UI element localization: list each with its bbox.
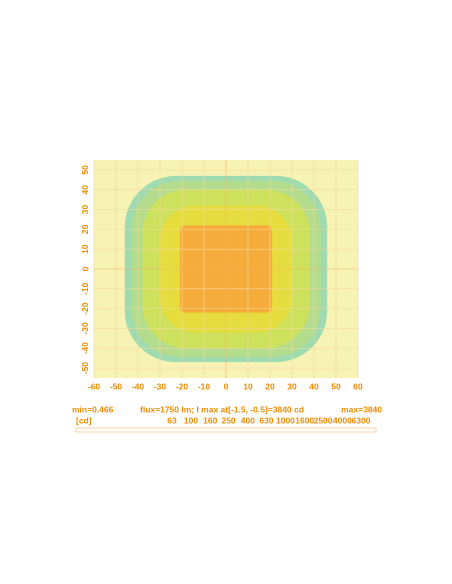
y-tick-label: -30 [80,322,90,335]
colorbar [75,427,377,433]
x-tick-label: -10 [198,381,211,391]
colorbar-tick-label: 400 [241,415,255,425]
unit-label: [cd] [76,415,92,425]
x-tick-label: -60 [88,381,101,391]
x-tick-label: -50 [110,381,123,391]
y-tick-label: -40 [80,342,90,355]
colorbar-tick-label: 2500 [314,415,333,425]
colorbar-tick-label: 1000 [276,415,295,425]
x-tick-label: 20 [265,381,275,391]
y-tick-label: -50 [80,362,90,375]
colorbar-tick-label: 250 [221,415,235,425]
y-tick-label: 50 [80,165,90,175]
x-tick-label: 0 [224,381,229,391]
info-label: flux=1750 lm; I max at[-1.5, -0.5]=3840 … [140,404,304,414]
y-tick-label: 30 [80,205,90,215]
y-tick-label: 20 [80,224,90,234]
max-label: max=3840 [341,404,382,414]
x-tick-label: -40 [132,381,145,391]
colorbar-tick-label: 63 [167,415,177,425]
x-tick-label: 60 [353,381,363,391]
colorbar-tick-label: 1600 [295,415,314,425]
colorbar-tick-label: 6300 [352,415,371,425]
x-tick-label: -30 [154,381,167,391]
x-tick-label: -20 [176,381,189,391]
colorbar-tick-label: 100 [184,415,198,425]
x-tick-label: 50 [331,381,341,391]
y-tick-label: -20 [80,302,90,315]
colorbar-tick-label: 160 [203,415,217,425]
x-tick-label: 40 [309,381,319,391]
colorbar-tick-label: 630 [259,415,273,425]
y-tick-label: -10 [80,282,90,295]
y-tick-label: 0 [80,266,90,271]
colorbar-tick-label: 4000 [333,415,352,425]
y-tick-label: 40 [80,185,90,195]
x-tick-label: 10 [243,381,253,391]
y-tick-label: 10 [80,244,90,254]
min-label: min=0.466 [72,404,114,414]
x-tick-label: 30 [287,381,297,391]
